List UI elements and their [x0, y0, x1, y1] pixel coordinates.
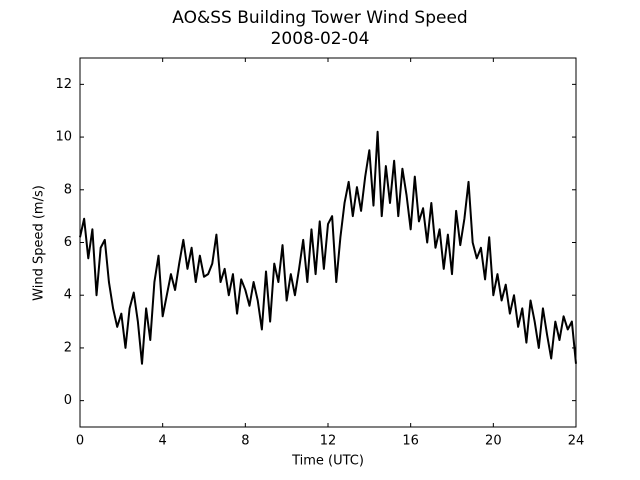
- x-tick-label: 12: [320, 434, 337, 449]
- y-tick-label: 2: [64, 340, 72, 355]
- wind-speed-line: [79, 130, 577, 365]
- x-tick-label: 4: [159, 434, 167, 449]
- y-tick-label: 12: [55, 77, 72, 92]
- chart-subtitle: 2008-02-04: [271, 29, 370, 49]
- y-axis-label: Wind Speed (m/s): [32, 185, 47, 301]
- y-tick-label: 6: [64, 235, 72, 250]
- y-tick-label: 4: [64, 288, 72, 303]
- y-tick-label: 8: [64, 182, 72, 197]
- x-tick-label: 16: [402, 434, 419, 449]
- x-axis-label: Time (UTC): [291, 454, 364, 469]
- x-tick-label: 8: [241, 434, 249, 449]
- x-tick-label: 20: [485, 434, 502, 449]
- chart-title: AO&SS Building Tower Wind Speed: [172, 8, 467, 28]
- plot-frame: [79, 57, 577, 428]
- y-tick-label: 0: [64, 393, 72, 408]
- y-tick-label: 10: [55, 130, 72, 145]
- x-tick-label: 0: [76, 434, 84, 449]
- x-tick-label: 24: [568, 434, 585, 449]
